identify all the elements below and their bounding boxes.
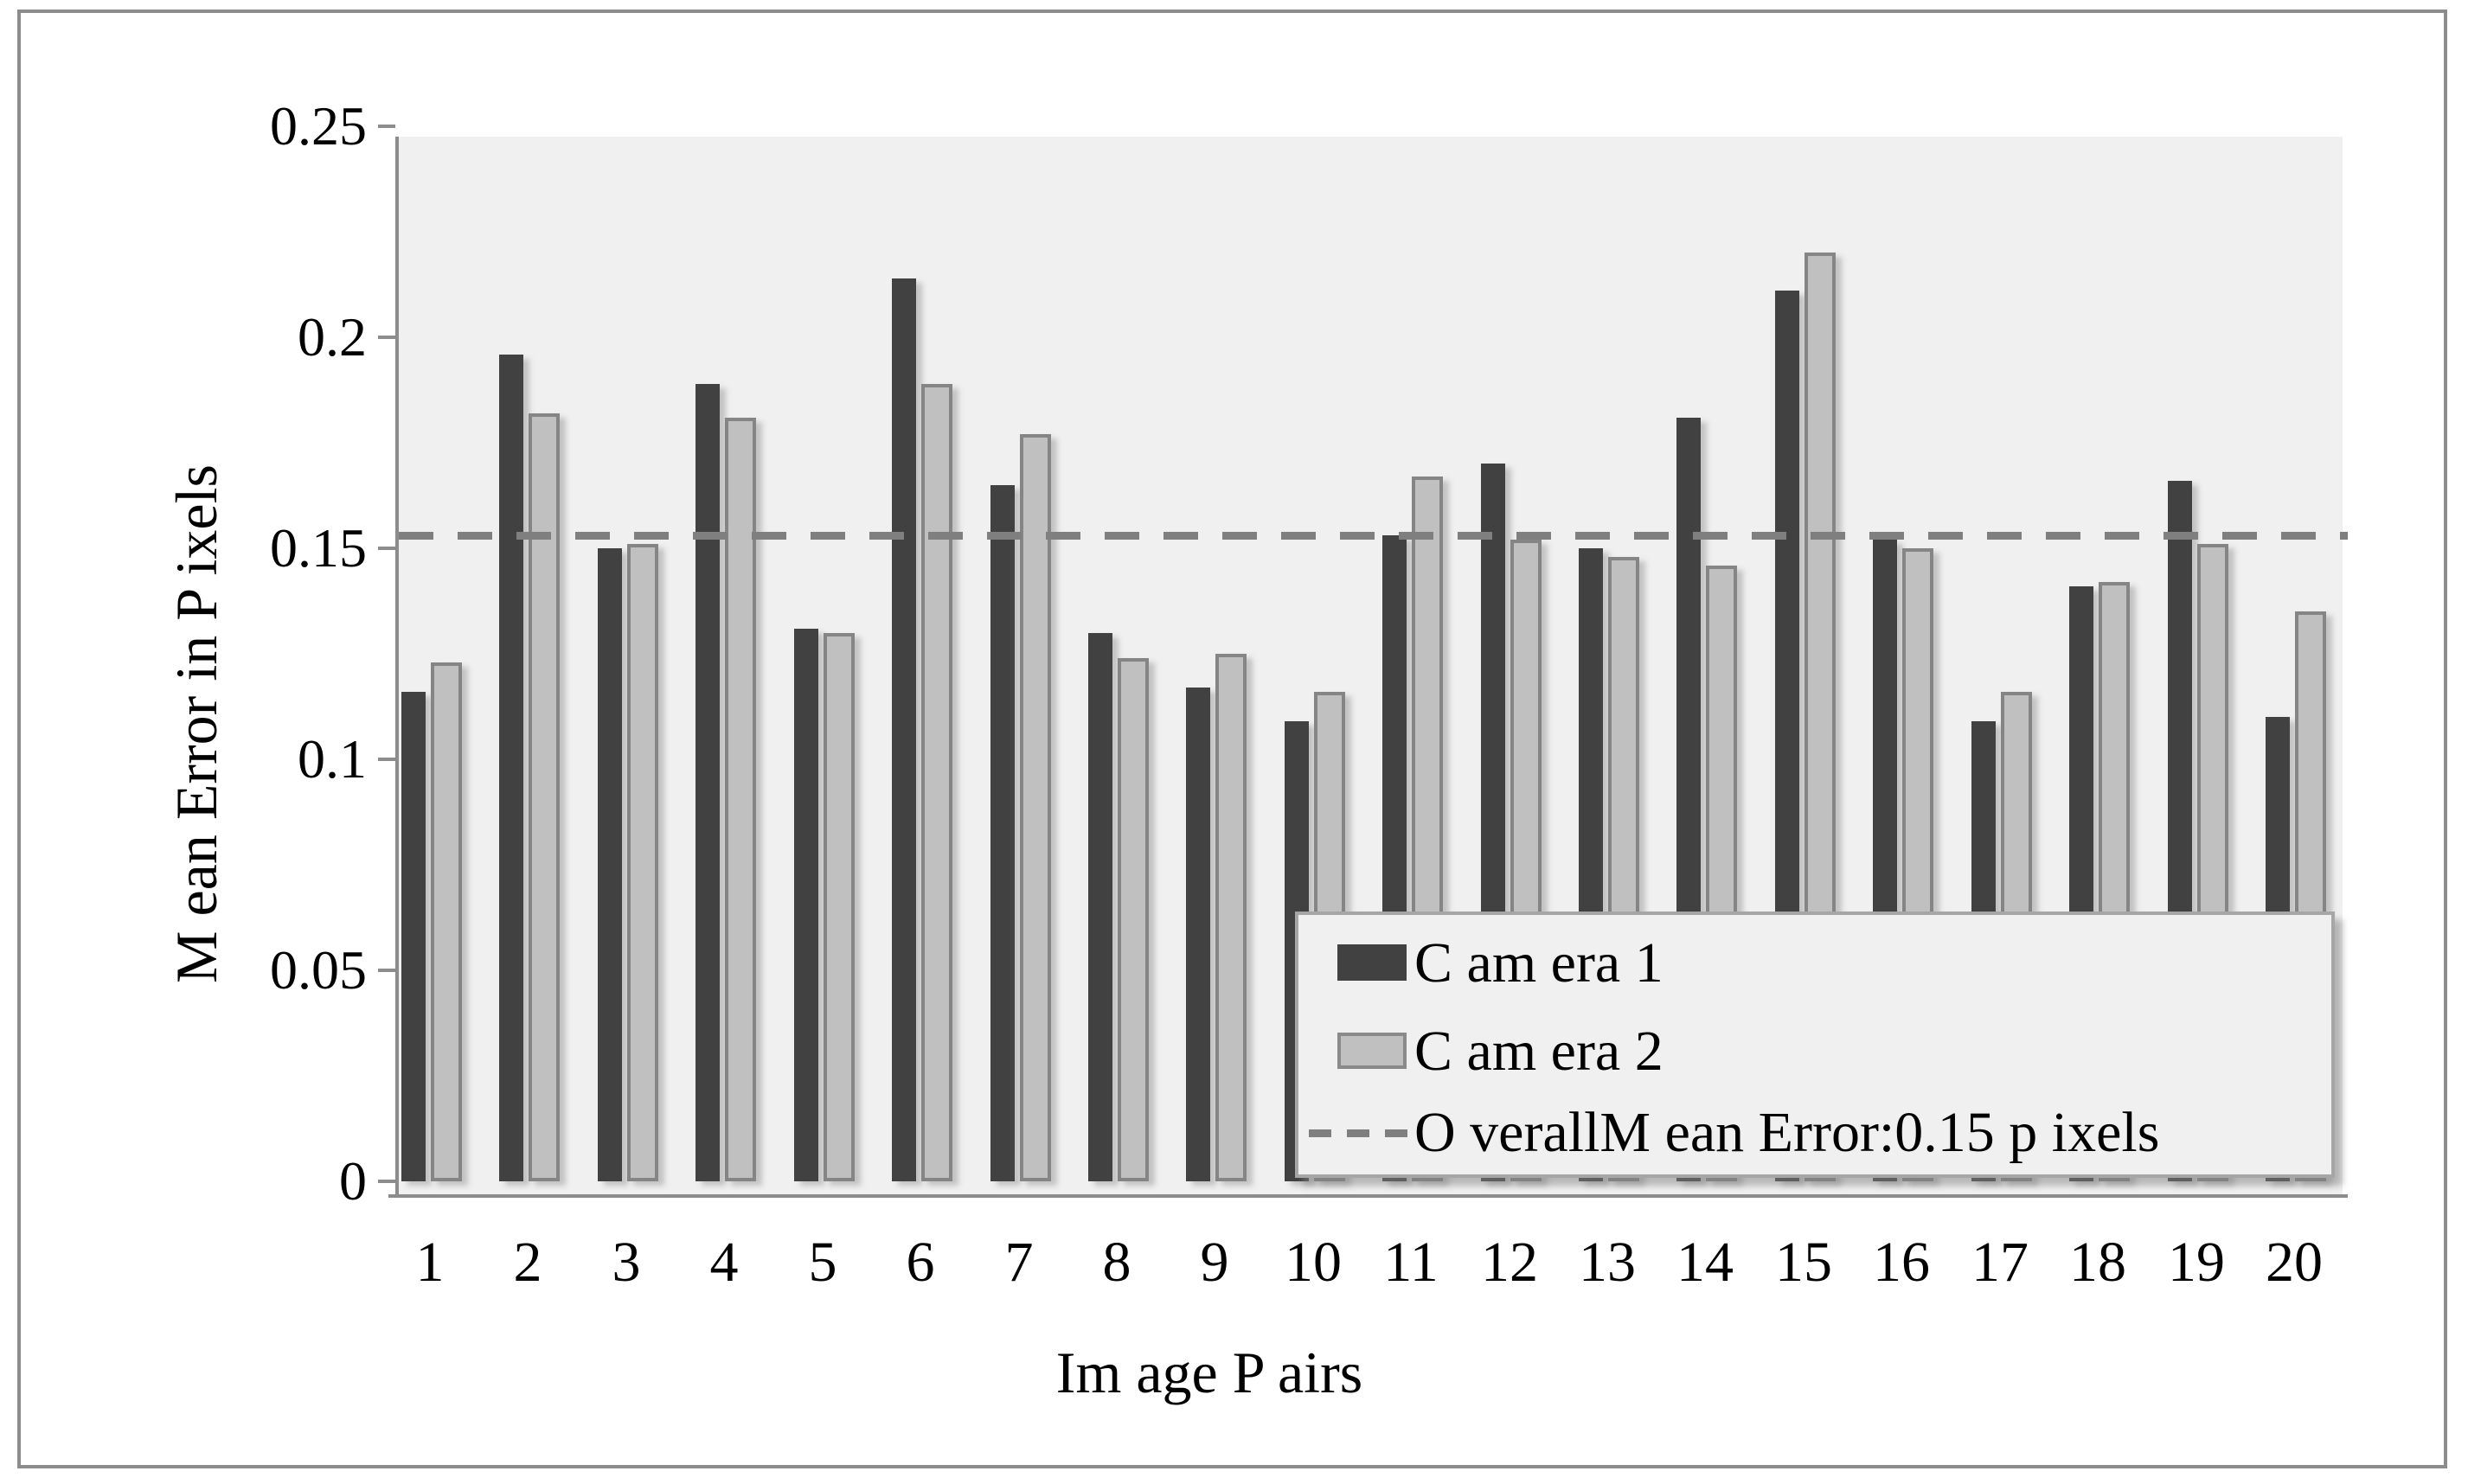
bar-camera1-pair-7 <box>990 485 1015 1181</box>
dashed-line-swatch-icon <box>1309 1129 1413 1137</box>
y-tick-label-0.15: 0.15 <box>270 517 367 579</box>
bar-camera1-pair-5 <box>794 629 818 1181</box>
bar-camera1-pair-2 <box>499 355 523 1181</box>
y-axis-line <box>395 137 399 1198</box>
legend-box: C am era 1 C am era 2 O verallM ean Erro… <box>1295 912 2335 1178</box>
y-tick-label-0.2: 0.2 <box>298 306 367 368</box>
legend-label-mean-line: O verallM ean Error:0.15 p ixels <box>1414 1101 2160 1164</box>
x-tick-label-18: 18 <box>2069 1231 2126 1294</box>
bar-camera2-pair-3 <box>627 544 658 1181</box>
legend-entry-camera2: C am era 2 <box>1298 1020 2328 1083</box>
x-tick-label-3: 3 <box>612 1231 641 1294</box>
y-tick-0.25 <box>378 125 395 128</box>
legend-label-camera1: C am era 1 <box>1414 931 1663 995</box>
x-axis-title: Im age P airs <box>1055 1340 1363 1405</box>
x-tick-label-14: 14 <box>1676 1231 1734 1294</box>
y-tick-0.1 <box>378 758 395 761</box>
y-tick-label-0.25: 0.25 <box>270 95 367 157</box>
figure-frame: 0 0.05 0.1 0.15 0.2 0.25 1 2 3 4 5 6 7 8 9 10 11 12 13 14 1… <box>17 10 2447 1468</box>
x-tick-label-20: 20 <box>2266 1231 2323 1294</box>
bar-camera2-pair-2 <box>529 413 560 1181</box>
bar-camera1-pair-1 <box>401 692 426 1181</box>
bar-camera2-pair-9 <box>1215 654 1247 1181</box>
y-tick-label-0.1: 0.1 <box>298 728 367 790</box>
camera1-swatch-icon <box>1337 944 1407 981</box>
x-tick-label-5: 5 <box>808 1231 837 1294</box>
y-tick-0.15 <box>378 547 395 550</box>
bar-camera1-pair-3 <box>598 548 622 1181</box>
x-tick-label-4: 4 <box>709 1231 739 1294</box>
x-tick-label-13: 13 <box>1579 1231 1636 1294</box>
y-tick-0.05 <box>378 969 395 972</box>
x-tick-label-12: 12 <box>1481 1231 1538 1294</box>
x-tick-label-9: 9 <box>1200 1231 1229 1294</box>
bar-camera2-pair-1 <box>431 662 462 1181</box>
bar-camera1-pair-9 <box>1186 688 1210 1181</box>
x-tick-label-7: 7 <box>1004 1231 1034 1294</box>
x-tick-label-17: 17 <box>1971 1231 2029 1294</box>
legend-entry-camera1: C am era 1 <box>1298 931 2328 995</box>
bar-camera1-pair-8 <box>1088 633 1112 1181</box>
bar-camera2-pair-5 <box>824 633 855 1181</box>
x-tick-label-16: 16 <box>1873 1231 1930 1294</box>
bar-camera2-pair-7 <box>1020 434 1051 1181</box>
bar-camera2-pair-4 <box>725 418 756 1181</box>
bar-camera1-pair-6 <box>892 278 916 1181</box>
legend-entry-mean-line: O verallM ean Error:0.15 p ixels <box>1298 1101 2328 1164</box>
x-tick-label-6: 6 <box>906 1231 935 1294</box>
bar-camera2-pair-8 <box>1118 658 1149 1181</box>
bar-camera1-pair-4 <box>696 384 720 1181</box>
x-tick-label-1: 1 <box>415 1231 445 1294</box>
bar-camera2-pair-6 <box>921 384 952 1181</box>
y-axis-title: M ean Error in P ixels <box>163 464 229 983</box>
y-tick-0 <box>378 1180 395 1183</box>
x-tick-label-10: 10 <box>1285 1231 1342 1294</box>
camera2-swatch-icon <box>1337 1033 1407 1069</box>
overall-mean-dashed-line <box>399 532 2348 540</box>
x-axis-baseline <box>388 1194 2348 1198</box>
legend-label-camera2: C am era 2 <box>1414 1020 1663 1083</box>
x-tick-label-8: 8 <box>1102 1231 1131 1294</box>
x-tick-label-11: 11 <box>1383 1231 1439 1294</box>
x-tick-label-19: 19 <box>2168 1231 2225 1294</box>
x-tick-label-15: 15 <box>1775 1231 1832 1294</box>
y-tick-0.2 <box>378 336 395 339</box>
x-tick-label-2: 2 <box>513 1231 542 1294</box>
y-tick-label-0: 0 <box>339 1150 367 1212</box>
y-tick-label-0.05: 0.05 <box>270 939 367 1001</box>
